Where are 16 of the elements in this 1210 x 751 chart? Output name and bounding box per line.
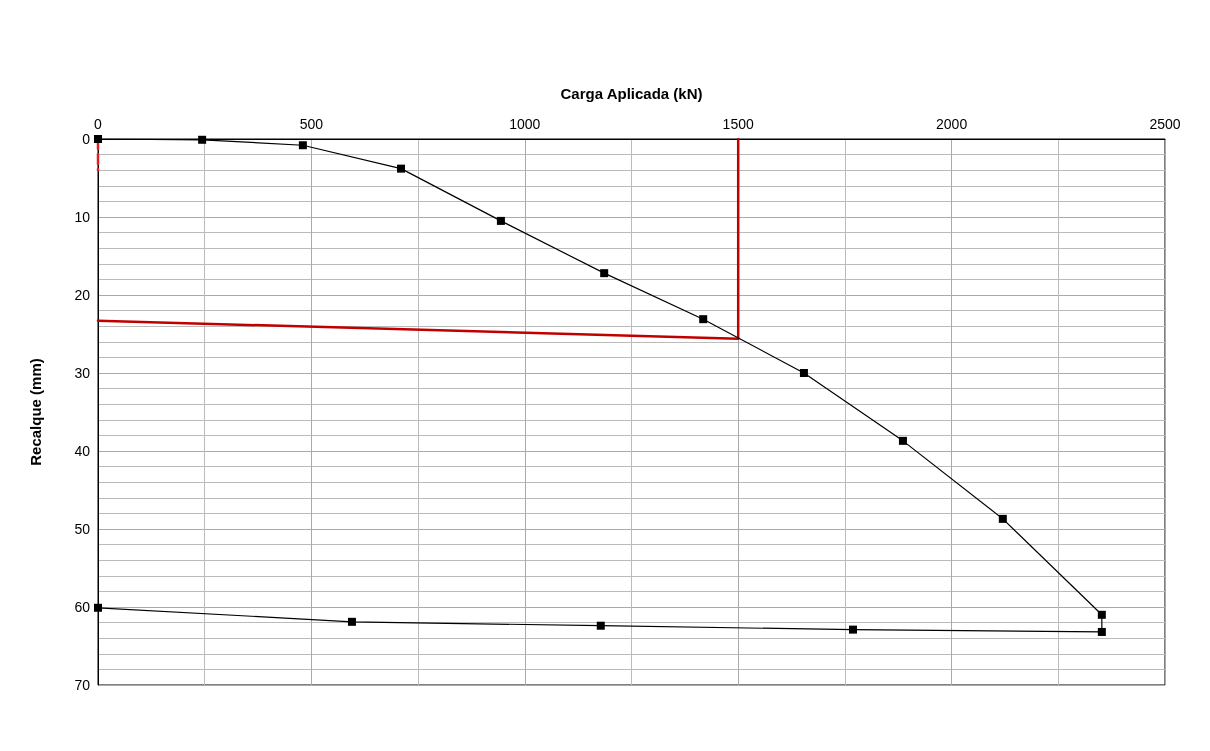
- y-tick-label: 20: [74, 287, 91, 303]
- x-axis-title: Carga Aplicada (kN): [560, 85, 703, 102]
- y-tick-label: 70: [74, 677, 91, 693]
- y-tick-label: 60: [74, 599, 91, 615]
- x-tick-label: 2000: [936, 116, 968, 132]
- x-tick-label: 500: [299, 116, 324, 132]
- y-tick-label: 40: [74, 443, 91, 459]
- y-tick-label: 0: [82, 131, 91, 147]
- y-tick-label: 10: [74, 209, 91, 225]
- x-tick-label: 1000: [509, 116, 541, 132]
- y-tick-label: 30: [74, 365, 91, 381]
- x-tick-label: 1500: [722, 116, 754, 132]
- y-tick-label: 50: [74, 521, 91, 537]
- y-axis-title: Recalque (mm): [27, 358, 44, 466]
- x-tick-label: 0: [94, 116, 103, 132]
- x-tick-label: 2500: [1149, 116, 1181, 132]
